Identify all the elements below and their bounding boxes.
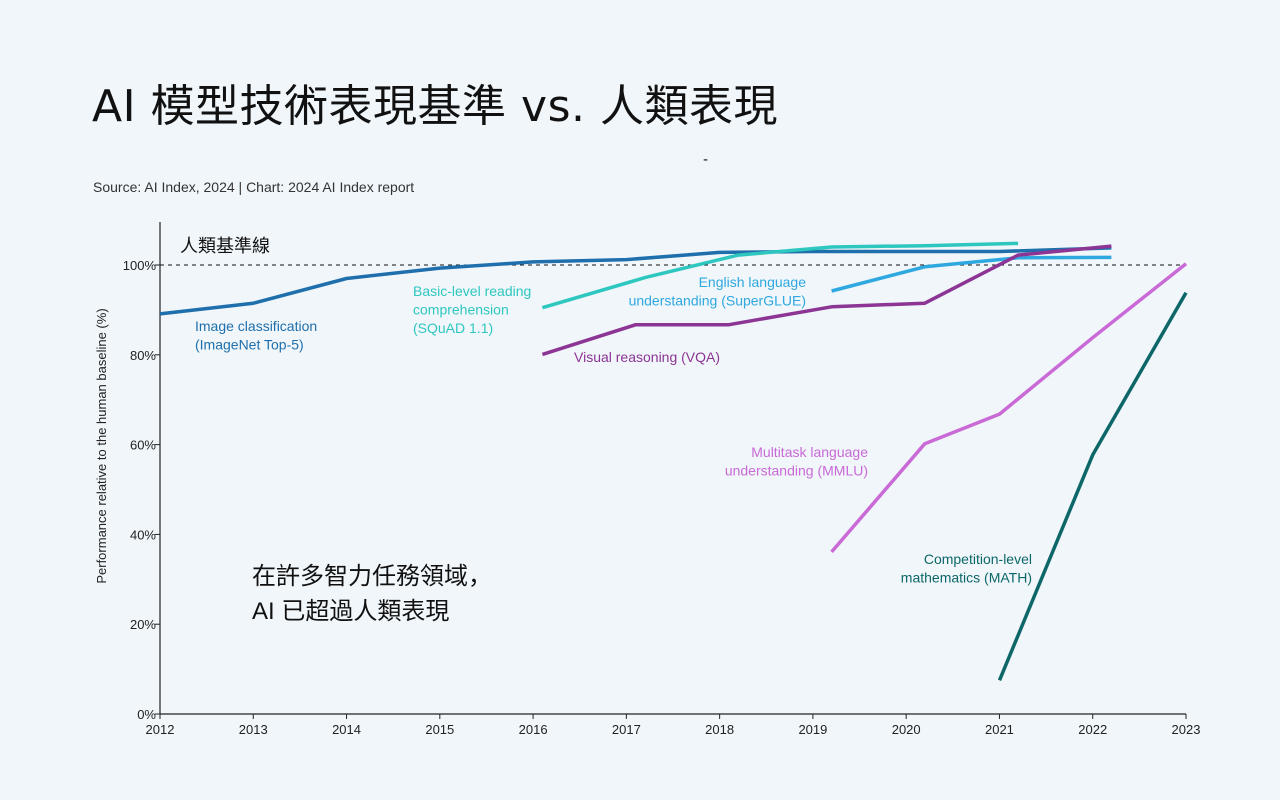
series-line-0 — [159, 246, 1112, 316]
series-label-3: Visual reasoning (VQA) — [574, 349, 720, 365]
series-label-4: Multitask language understanding (MMLU) — [725, 444, 868, 479]
annotation-line-2: AI 已超過人類表現 — [252, 598, 449, 625]
series-line-2 — [831, 255, 1112, 293]
source-caption: Source: AI Index, 2024 | Chart: 2024 AI … — [93, 179, 415, 195]
series-line-1 — [541, 241, 1019, 310]
x-tick-label: 2019 — [798, 722, 827, 737]
page-title: AI 模型技術表現基準 vs. 人類表現 — [92, 81, 778, 132]
y-tick-label: 100% — [123, 258, 157, 273]
x-tick-label: 2023 — [1172, 722, 1201, 737]
series-label-line: (SQuAD 1.1) — [413, 320, 493, 336]
x-tick-label: 2015 — [425, 722, 454, 737]
series-label-line: English language — [699, 274, 807, 290]
y-tick-label: 0% — [137, 707, 156, 722]
x-tick-label: 2012 — [146, 722, 175, 737]
x-tick-label: 2013 — [239, 722, 268, 737]
series-line-3 — [541, 244, 1112, 357]
series-line-4 — [830, 262, 1188, 554]
subtitle-dash: - — [703, 152, 709, 168]
x-tick-label: 2018 — [705, 722, 734, 737]
y-tick-label: 80% — [130, 348, 156, 363]
series-label-line: Multitask language — [751, 444, 868, 460]
y-tick-label: 40% — [130, 527, 156, 542]
y-tick-label: 20% — [130, 617, 156, 632]
series-label-line: mathematics (MATH) — [901, 570, 1032, 586]
series-label-line: (ImageNet Top-5) — [195, 337, 304, 353]
series-label-line: understanding (SuperGLUE) — [629, 293, 806, 309]
x-tick-label: 2020 — [892, 722, 921, 737]
series-label-line: Image classification — [195, 318, 317, 334]
series-line-5 — [997, 291, 1188, 681]
series-label-line: comprehension — [413, 302, 509, 318]
series-label-5: Competition-level mathematics (MATH) — [901, 551, 1032, 586]
series-label-line: Competition-level — [924, 551, 1032, 567]
x-tick-label: 2016 — [519, 722, 548, 737]
series-label-line: Visual reasoning (VQA) — [574, 349, 720, 365]
series-label-line: understanding (MMLU) — [725, 463, 868, 479]
y-axis-title: Performance relative to the human baseli… — [94, 308, 109, 583]
y-tick-label: 60% — [130, 438, 156, 453]
x-tick-label: 2014 — [332, 722, 361, 737]
series-label-2: English language understanding (SuperGLUE… — [629, 274, 807, 309]
series-label-1: Basic-level reading comprehension (SQuAD 1… — [413, 283, 531, 336]
x-tick-label: 2017 — [612, 722, 641, 737]
series-label-0: Image classification (ImageNet Top-5) — [195, 318, 317, 353]
annotation-line-1: 在許多智力任務領域， — [252, 563, 492, 590]
x-tick-label: 2022 — [1078, 722, 1107, 737]
x-tick-label: 2021 — [985, 722, 1014, 737]
series-label-line: Basic-level reading — [413, 283, 531, 299]
human-baseline-label: 人類基準線 — [180, 236, 270, 256]
